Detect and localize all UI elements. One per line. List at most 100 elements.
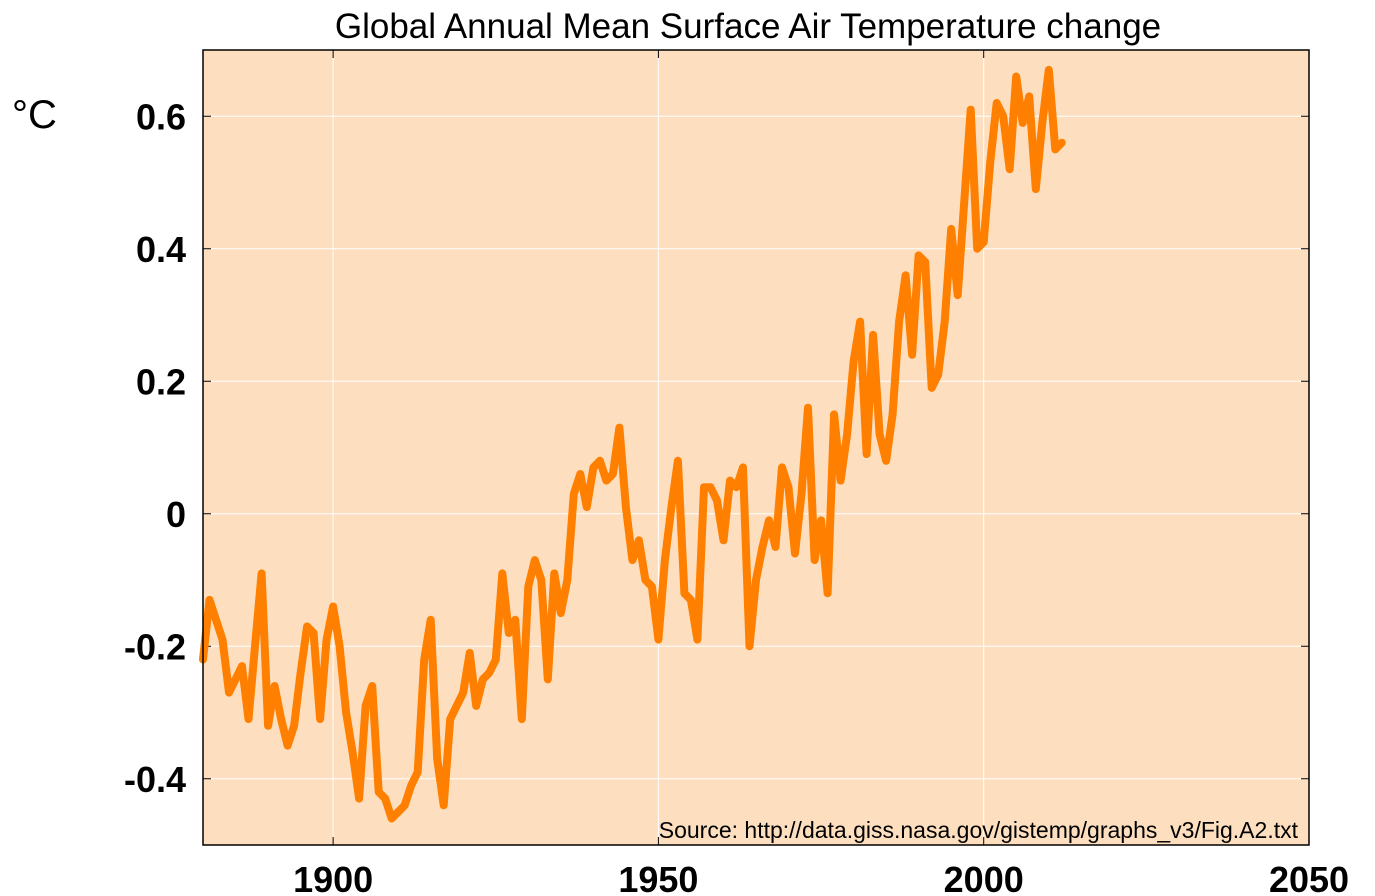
y-tick-label: 0.4 [136,229,186,270]
data-point [589,463,597,471]
data-point [219,636,227,644]
y-tick-labels: -0.4 -0.2 0 0.2 0.4 0.6 [124,96,186,800]
data-point [752,576,760,584]
data-point [1058,139,1066,147]
data-point [850,357,858,365]
data-point [785,483,793,491]
data-point [876,430,884,438]
data-point [505,629,513,637]
data-point [206,596,214,604]
data-point [420,656,428,663]
data-point [1025,92,1033,100]
data-point [778,463,786,471]
data-point [967,106,975,114]
data-point [622,503,630,511]
data-point [212,616,220,624]
data-point [498,569,506,577]
data-point [362,702,370,710]
data-point [336,642,344,650]
data-point [908,351,916,359]
data-point [225,689,233,697]
data-point [388,815,396,822]
data-point [531,556,539,564]
data-point [999,112,1007,120]
data-point [459,689,467,697]
y-tick-label: 0.2 [136,361,186,402]
data-point [303,622,311,630]
data-point [290,722,298,730]
data-point [765,516,773,524]
data-point [1012,73,1020,80]
data-point [706,483,714,491]
data-point [544,675,552,683]
data-point [310,629,318,637]
data-point [687,596,695,604]
data-point [811,556,819,564]
data-point [654,636,662,644]
data-point [1038,119,1046,127]
data-point [258,569,266,577]
data-point [349,748,357,756]
data-point [661,556,669,564]
data-point [915,251,923,259]
data-point [472,702,480,710]
x-tick-label: 2000 [944,859,1024,896]
x-tick-labels: 1900 1950 2000 2050 [293,859,1349,896]
data-point [921,258,929,266]
data-point [596,457,604,465]
data-point [245,715,253,723]
data-point [674,457,682,465]
data-point [407,781,415,789]
data-point [466,649,474,657]
data-point [941,318,949,326]
data-point [856,318,864,326]
data-point [537,576,545,584]
data-point [889,410,897,418]
x-tick-label: 1900 [293,859,373,896]
data-point [427,616,435,624]
data-point [641,576,649,584]
data-point [323,636,331,644]
data-point [928,384,936,392]
data-point [759,543,767,551]
data-point [277,715,285,723]
data-point [518,715,526,723]
data-point [375,788,383,796]
y-tick-label: -0.4 [124,759,186,800]
data-point [1019,119,1027,127]
data-point [667,503,675,511]
data-point [446,715,454,723]
data-point [264,722,272,730]
data-point [986,159,994,167]
y-tick-label: -0.2 [124,626,186,667]
data-point [550,569,558,577]
data-point [297,669,305,677]
data-point [895,318,903,326]
data-point [798,490,806,498]
data-point [433,755,441,763]
data-point [492,656,500,663]
data-point [772,543,780,551]
data-point [713,497,721,504]
data-point [251,642,259,650]
data-point [719,536,727,544]
data-point [726,477,734,485]
data-point [960,198,968,206]
data-point [804,404,812,412]
data-point [732,483,740,491]
data-point [609,470,617,478]
y-tick-label: 0 [166,494,186,535]
data-point [648,583,656,591]
data-point [329,603,337,610]
data-point [238,662,246,670]
data-point [1051,145,1059,153]
data-point [615,424,623,432]
data-point [863,450,871,458]
data-point [628,556,636,564]
data-point [414,768,422,776]
plot-area [203,50,1309,845]
data-point [368,682,376,690]
data-point [947,225,955,233]
data-point [1032,185,1040,193]
